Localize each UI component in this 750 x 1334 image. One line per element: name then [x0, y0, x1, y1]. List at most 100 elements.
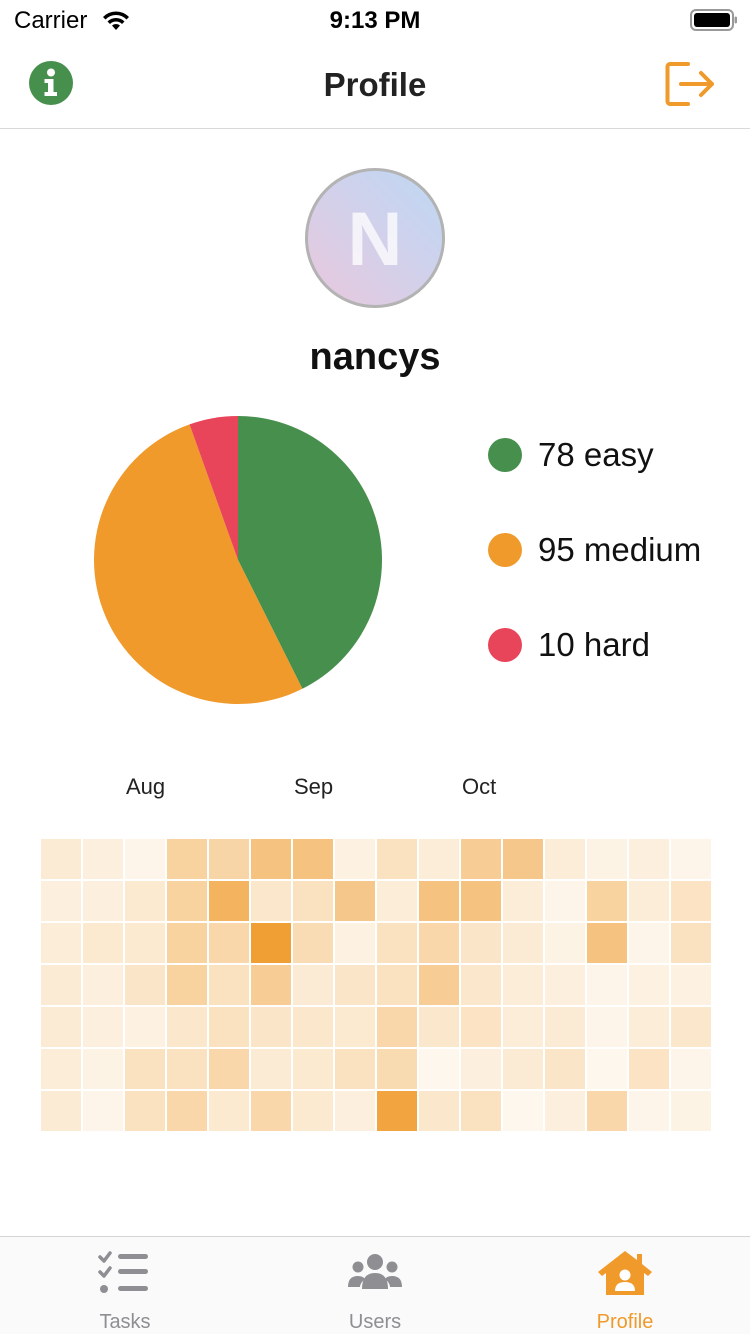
- heatmap-cell: [335, 881, 375, 921]
- heatmap-cell: [251, 839, 291, 879]
- month-label-aug: Aug: [126, 774, 166, 799]
- heatmap-cell: [209, 965, 249, 1005]
- legend-dot-medium: [488, 533, 522, 567]
- heatmap-cell: [377, 923, 417, 963]
- heatmap-cell: [293, 923, 333, 963]
- heatmap-cell: [545, 1007, 585, 1047]
- heatmap-cell: [461, 923, 501, 963]
- heatmap-cell: [209, 923, 249, 963]
- heatmap-cell: [587, 1007, 627, 1047]
- heatmap-cell: [335, 839, 375, 879]
- heatmap-cell: [41, 839, 81, 879]
- heatmap-cell: [587, 839, 627, 879]
- heatmap-cell: [251, 1049, 291, 1089]
- heatmap-cell: [461, 1091, 501, 1131]
- heatmap-cell: [377, 1007, 417, 1047]
- month-label-sep: Sep: [294, 774, 334, 799]
- heatmap-cell: [503, 881, 543, 921]
- heatmap-cell: [251, 1007, 291, 1047]
- heatmap-cell: [419, 1091, 459, 1131]
- tab-label-users: Users: [348, 1311, 402, 1333]
- heatmap-cell: [41, 1049, 81, 1089]
- heatmap-cell: [209, 1007, 249, 1047]
- heatmap-cell: [251, 923, 291, 963]
- heatmap-cell: [629, 923, 669, 963]
- heatmap-cell: [419, 965, 459, 1005]
- heatmap-cell: [209, 839, 249, 879]
- activity-heatmap: [41, 839, 713, 1133]
- tab-users[interactable]: Users: [250, 1237, 500, 1334]
- heatmap-cell: [41, 1091, 81, 1131]
- heatmap-cell: [461, 881, 501, 921]
- heatmap-cell: [167, 965, 207, 1005]
- tab-label-profile: Profile: [596, 1311, 654, 1333]
- heatmap-cell: [461, 965, 501, 1005]
- status-time: 9:13 PM: [329, 7, 421, 34]
- heatmap-cell: [251, 881, 291, 921]
- heatmap-cell: [251, 1091, 291, 1131]
- heatmap-cell: [671, 1049, 711, 1089]
- tab-label-tasks: Tasks: [99, 1311, 151, 1333]
- heatmap-cell: [125, 923, 165, 963]
- home-profile-icon: [598, 1251, 652, 1295]
- heatmap-cell: [419, 1049, 459, 1089]
- heatmap-cell: [209, 1091, 249, 1131]
- heatmap-cell: [125, 1049, 165, 1089]
- legend-dot-hard: [488, 628, 522, 662]
- heatmap-cell: [83, 923, 123, 963]
- page-title: Profile: [323, 66, 427, 103]
- tab-bar: Tasks Users Profile: [0, 1236, 750, 1334]
- heatmap-cell: [209, 881, 249, 921]
- heatmap-cell: [125, 1091, 165, 1131]
- legend-item-easy: 78 easy: [488, 430, 738, 480]
- legend-item-medium: 95 medium: [488, 525, 738, 575]
- info-icon[interactable]: [28, 60, 74, 106]
- heatmap-cell: [377, 965, 417, 1005]
- heatmap-cell: [587, 881, 627, 921]
- heatmap-cell: [41, 881, 81, 921]
- heatmap-cell: [461, 839, 501, 879]
- heatmap-cell: [671, 1007, 711, 1047]
- heatmap-cell: [293, 965, 333, 1005]
- logout-icon[interactable]: [664, 60, 718, 108]
- heatmap-cell: [419, 839, 459, 879]
- navigation-bar: Profile: [0, 40, 750, 129]
- heatmap-cell: [461, 1049, 501, 1089]
- heatmap-cell: [419, 881, 459, 921]
- avatar-initial: N: [347, 196, 403, 282]
- heatmap-cell: [335, 923, 375, 963]
- heatmap-cell: [629, 1091, 669, 1131]
- heatmap-cell: [587, 923, 627, 963]
- heatmap-cell: [503, 1007, 543, 1047]
- battery-icon: [690, 9, 737, 31]
- heatmap-cell: [167, 881, 207, 921]
- tab-profile[interactable]: Profile: [500, 1237, 750, 1334]
- pie-slice-hard: [189, 416, 238, 560]
- heatmap-cell: [629, 881, 669, 921]
- heatmap-cell: [461, 1007, 501, 1047]
- heatmap-cell: [671, 839, 711, 879]
- month-label-oct: Oct: [462, 774, 497, 799]
- heatmap-cell: [629, 965, 669, 1005]
- tab-tasks[interactable]: Tasks: [0, 1237, 250, 1334]
- heatmap-cell: [83, 1049, 123, 1089]
- heatmap-cell: [167, 1049, 207, 1089]
- heatmap-cell: [587, 1091, 627, 1131]
- heatmap-cell: [503, 1049, 543, 1089]
- heatmap-cell: [293, 1049, 333, 1089]
- heatmap-cell: [419, 923, 459, 963]
- heatmap-cell: [41, 1007, 81, 1047]
- heatmap-cell: [545, 923, 585, 963]
- heatmap-cell: [41, 965, 81, 1005]
- heatmap-cell: [587, 965, 627, 1005]
- heatmap-cell: [671, 965, 711, 1005]
- heatmap-cell: [83, 881, 123, 921]
- pie-slice-medium: [94, 424, 303, 704]
- pie-slice-easy: [238, 416, 383, 689]
- heatmap-cell: [125, 839, 165, 879]
- users-group-icon: [348, 1254, 402, 1289]
- heatmap-cell: [335, 1007, 375, 1047]
- avatar: N: [305, 168, 445, 308]
- heatmap-cell: [83, 1091, 123, 1131]
- heatmap-cell: [377, 1091, 417, 1131]
